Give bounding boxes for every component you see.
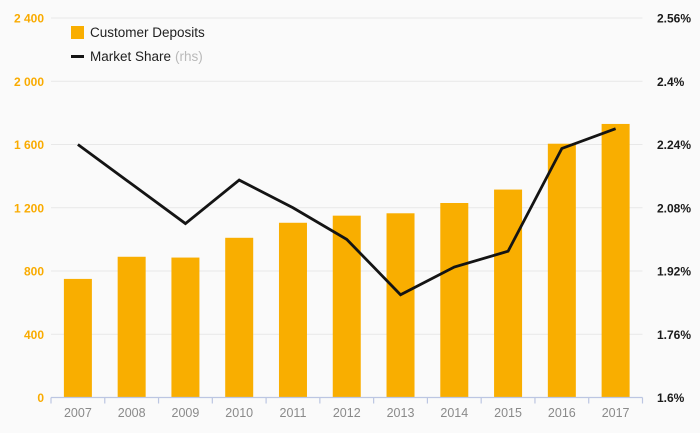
legend-item-market-share: Market Share (rhs) (71, 48, 205, 65)
x-axis-year-label: 2007 (64, 406, 92, 420)
right-axis-tick-label: 1.92% (657, 265, 691, 279)
left-axis-tick-label: 2 400 (14, 12, 44, 26)
right-axis-tick-label: 1.76% (657, 328, 691, 342)
right-axis-tick-label: 2.08% (657, 201, 691, 215)
bar-swatch-icon (71, 26, 84, 39)
x-axis-year-label: 2011 (280, 406, 307, 420)
left-axis-tick-label: 400 (24, 328, 44, 342)
x-axis-year-label: 2017 (602, 406, 630, 420)
bar-2017 (601, 123, 630, 398)
right-axis-tick-label: 2.4% (657, 75, 685, 89)
x-axis-year-label: 2009 (172, 406, 200, 420)
bar-2011 (278, 222, 307, 398)
x-axis-year-label: 2014 (440, 406, 468, 420)
legend-rhs-suffix: (rhs) (175, 49, 203, 64)
right-axis-tick-label: 1.6% (657, 391, 685, 405)
right-axis-tick-label: 2.56% (657, 12, 691, 26)
left-axis-tick-label: 800 (24, 265, 44, 279)
left-axis-tick-label: 1 600 (14, 138, 44, 152)
legend-label-deposits: Customer Deposits (90, 25, 205, 40)
left-axis-tick-label: 2 000 (14, 75, 44, 89)
bar-2009 (171, 257, 200, 398)
market-share-line (77, 127, 617, 297)
x-axis-year-label: 2015 (494, 406, 522, 420)
legend-item-customer-deposits: Customer Deposits (71, 24, 205, 41)
bar-2008 (117, 256, 146, 398)
bar-2014 (440, 203, 469, 398)
left-axis-tick-label: 0 (37, 391, 44, 405)
right-axis-tick-label: 2.24% (657, 138, 691, 152)
bar-2015 (494, 189, 523, 398)
chart-legend: Customer Deposits Market Share (rhs) (71, 24, 205, 65)
x-axis-year-label: 2016 (548, 406, 576, 420)
x-axis-year-label: 2010 (225, 406, 253, 420)
bar-2007 (63, 278, 92, 398)
bar-2010 (225, 237, 254, 398)
x-axis-year-label: 2008 (118, 406, 146, 420)
x-axis-year-label: 2013 (387, 406, 415, 420)
left-axis-tick-label: 1 200 (14, 201, 44, 215)
legend-label-market-share: Market Share (rhs) (90, 49, 203, 64)
bar-2016 (547, 143, 576, 398)
bar-2012 (332, 215, 361, 398)
x-axis-year-label: 2012 (333, 406, 361, 420)
bar-2013 (386, 213, 415, 398)
line-swatch-icon (71, 55, 84, 58)
